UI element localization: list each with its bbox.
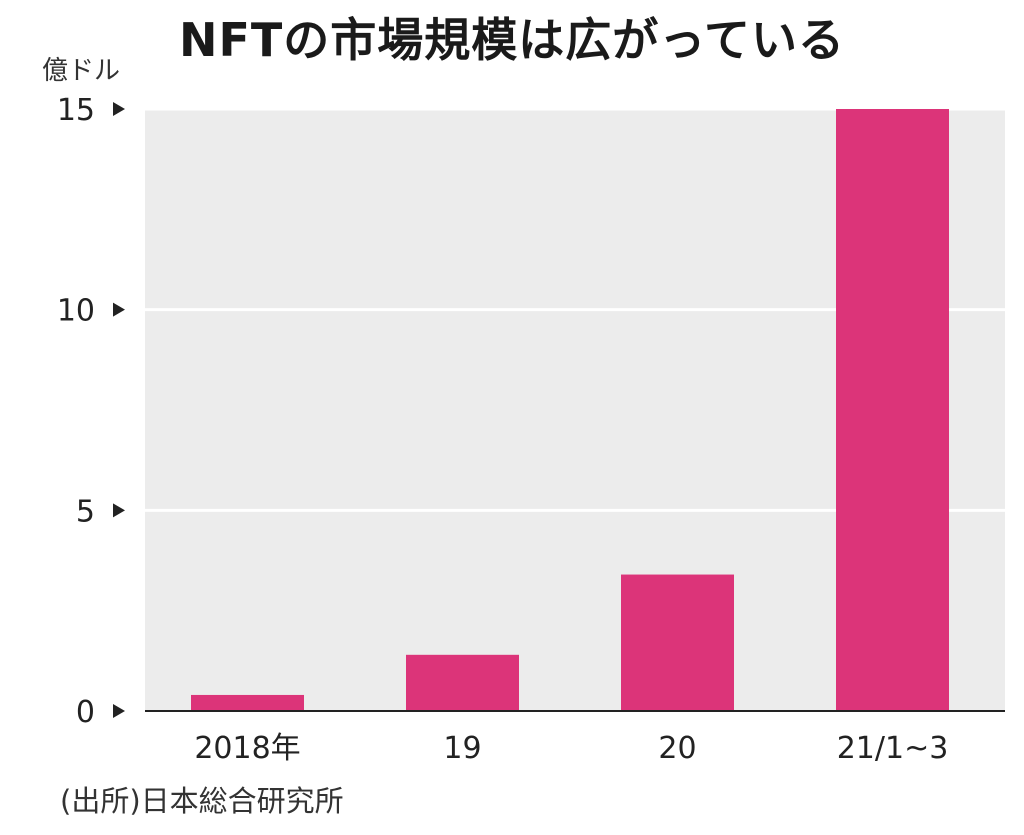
bars (191, 109, 949, 711)
y-tick-label: 5 (76, 494, 95, 529)
x-tick-label: 20 (658, 731, 696, 766)
y-tick-marker-icon (113, 302, 125, 317)
bar (836, 109, 949, 711)
bar (621, 574, 734, 711)
y-axis-unit: 億ドル (42, 56, 121, 86)
y-tick-marker-icon (113, 503, 125, 518)
x-tick-label: 19 (443, 731, 481, 766)
bar (406, 654, 519, 711)
source-note: (出所)日本総合研究所 (60, 784, 344, 818)
x-tick-label: 2018年 (194, 731, 300, 766)
y-axis-ticks: 0 5 10 15 (57, 93, 125, 730)
y-tick-marker-icon (113, 704, 125, 718)
y-tick-label: 0 (76, 695, 95, 730)
y-tick-marker-icon (113, 102, 125, 116)
chart-title: NFTの市場規模は広がっている (179, 13, 845, 67)
x-axis-labels: 2018年 19 20 21/1~3 (194, 731, 948, 766)
y-tick-label: 15 (57, 93, 95, 128)
y-tick-label: 10 (57, 294, 95, 329)
bar (191, 694, 304, 711)
x-tick-label: 21/1~3 (837, 731, 949, 766)
